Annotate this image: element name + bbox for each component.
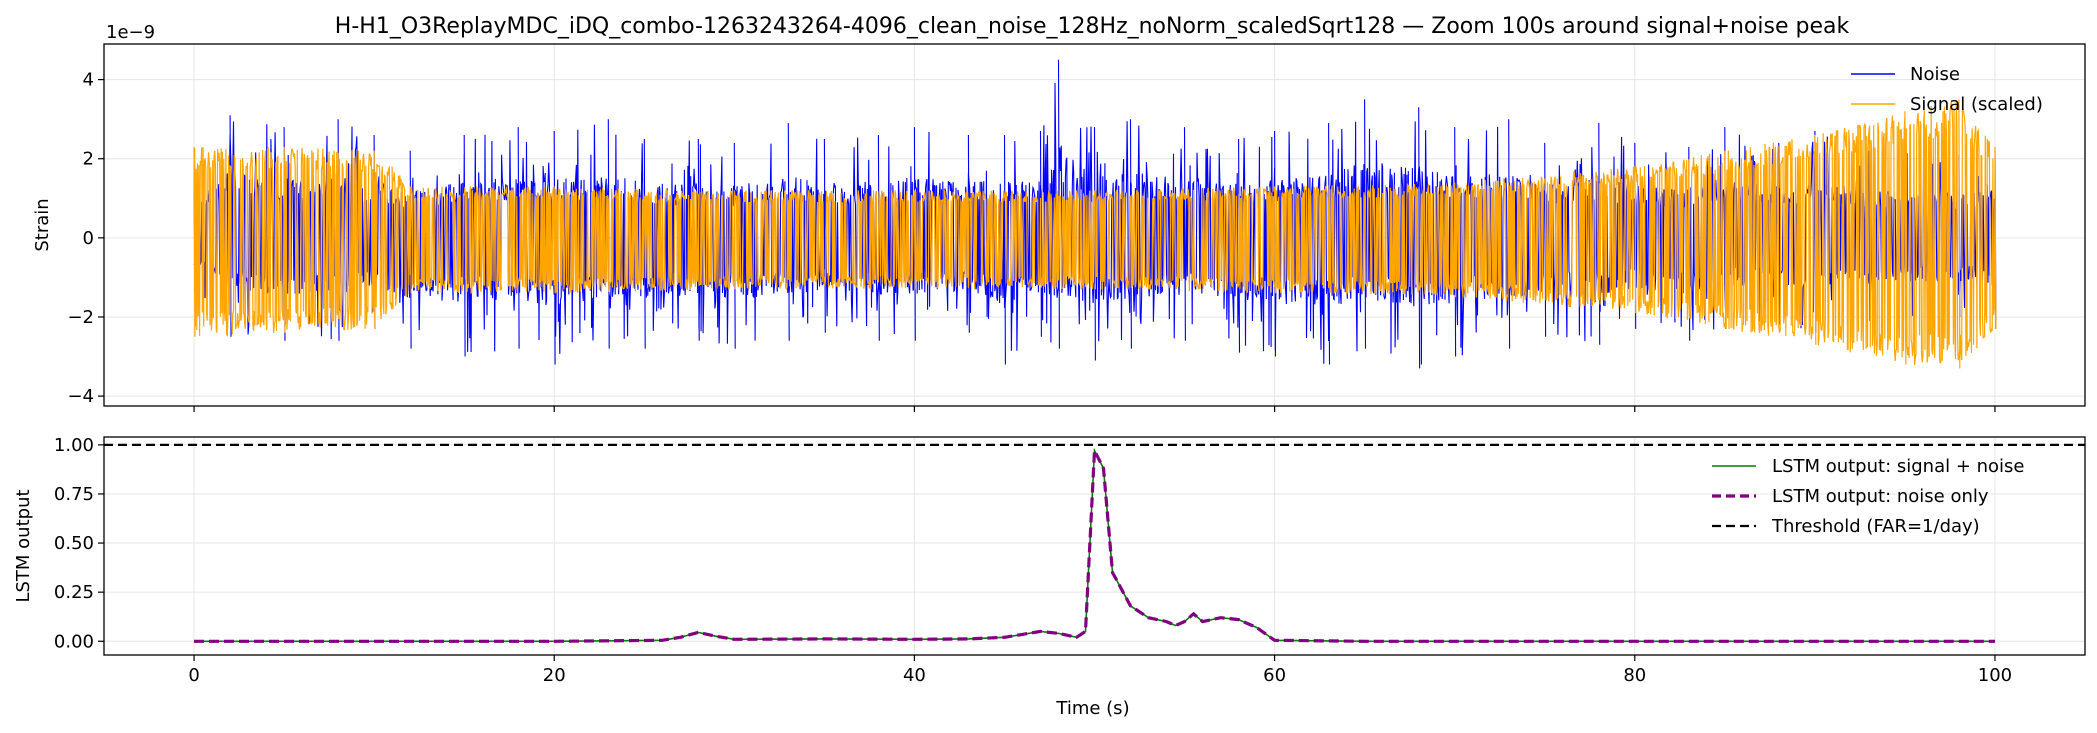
lstm-legend-label: LSTM output: noise only xyxy=(1772,486,1989,507)
lstm-xtick-label: 20 xyxy=(543,665,566,686)
lstm-ytick-label: 0.25 xyxy=(54,582,94,603)
strain-ytick-label: −2 xyxy=(67,307,94,328)
lstm-ytick-label: 1.00 xyxy=(54,435,94,456)
lstm-xtick-label: 80 xyxy=(1623,665,1646,686)
strain-legend-label: Noise xyxy=(1910,64,1960,85)
strain-ticks: −4 −2 0 2 4 xyxy=(67,70,1996,412)
strain-axes-frame xyxy=(103,43,2086,407)
lstm-xtick-label: 0 xyxy=(188,665,199,686)
strain-legend: Noise Signal (scaled) xyxy=(1851,64,2043,115)
lstm-signal-noise-line xyxy=(194,447,1995,643)
lstm-ticks: 0 20 40 60 80 100 0.00 0.25 0.50 0.75 1.00 xyxy=(54,435,2012,686)
strain-offset-label: 1e−9 xyxy=(106,22,155,43)
strain-series xyxy=(193,59,1997,369)
lstm-ylabel: LSTM output xyxy=(13,489,34,602)
lstm-noise-only-line xyxy=(194,444,1995,643)
chart-title: H-H1_O3ReplayMDC_iDQ_combo-1263243264-40… xyxy=(335,14,1850,39)
lstm-legend-label: Threshold (FAR=1/day) xyxy=(1771,516,1980,537)
signal-series-line xyxy=(193,99,1997,369)
strain-ytick-label: −4 xyxy=(67,386,94,407)
lstm-xlabel: Time (s) xyxy=(1055,698,1129,719)
lstm-ytick-label: 0.75 xyxy=(54,484,94,505)
strain-ytick-label: 4 xyxy=(83,70,94,91)
strain-ytick-label: 2 xyxy=(83,149,94,170)
strain-panel: −4 −2 0 2 4 1e−9 Strain Noise Signal (scaled) xyxy=(32,22,2086,412)
lstm-xtick-label: 100 xyxy=(1978,665,2012,686)
lstm-series xyxy=(104,443,2085,643)
strain-legend-label: Signal (scaled) xyxy=(1910,94,2043,115)
lstm-panel: 0 20 40 60 80 100 0.00 0.25 0.50 0.75 1.00 Time (s… xyxy=(13,435,2086,719)
lstm-axes-frame xyxy=(103,436,2086,656)
lstm-ytick-label: 0.00 xyxy=(54,631,94,652)
lstm-legend-label: LSTM output: signal + noise xyxy=(1772,456,2025,477)
lstm-xtick-label: 60 xyxy=(1263,665,1286,686)
strain-ylabel: Strain xyxy=(32,198,53,251)
lstm-xtick-label: 40 xyxy=(903,665,926,686)
lstm-ytick-label: 0.50 xyxy=(54,533,94,554)
strain-ytick-label: 0 xyxy=(83,228,94,249)
lstm-legend: LSTM output: signal + noise LSTM output: … xyxy=(1712,456,2025,537)
